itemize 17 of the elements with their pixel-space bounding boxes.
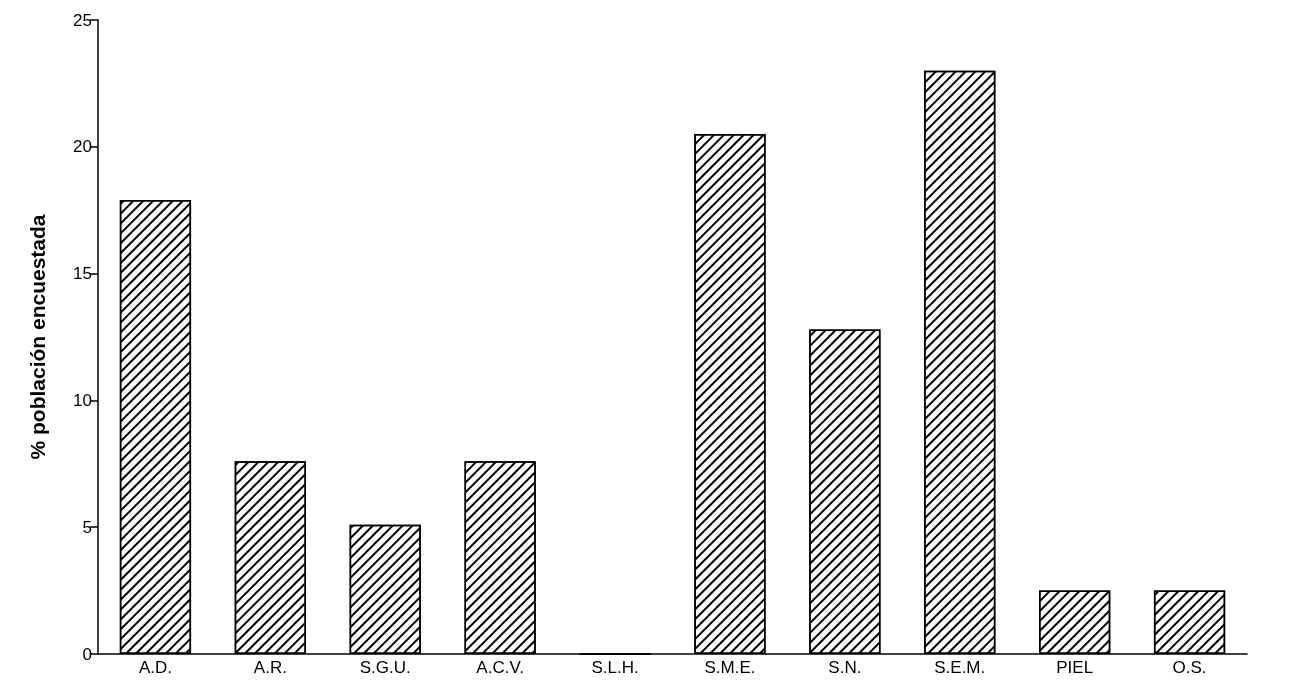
y-tick-label: 15 [73,264,92,284]
x-tick-label: A.D. [138,658,172,677]
x-tick-label: PIEL [1056,658,1094,677]
x-tick-label: S.N. [828,658,862,677]
y-axis-title: % población encuestada [26,214,49,460]
y-tick-label: 5 [82,517,92,537]
x-tick-label: S.G.U. [359,658,411,677]
y-tick-label: 25 [73,10,92,30]
y-tick-label: 0 [82,644,92,664]
x-tick-label: A.C.V. [476,658,524,677]
y-tick-label: 10 [73,390,92,410]
x-tick-label: S.M.E. [704,658,756,677]
y-tick-label: 20 [73,137,92,157]
x-tick-label: A.R. [253,658,287,677]
x-tick-label: O.S. [1172,658,1207,677]
x-tick-label: S.L.H. [591,658,639,677]
x-tick-label: S.E.M. [934,658,986,677]
